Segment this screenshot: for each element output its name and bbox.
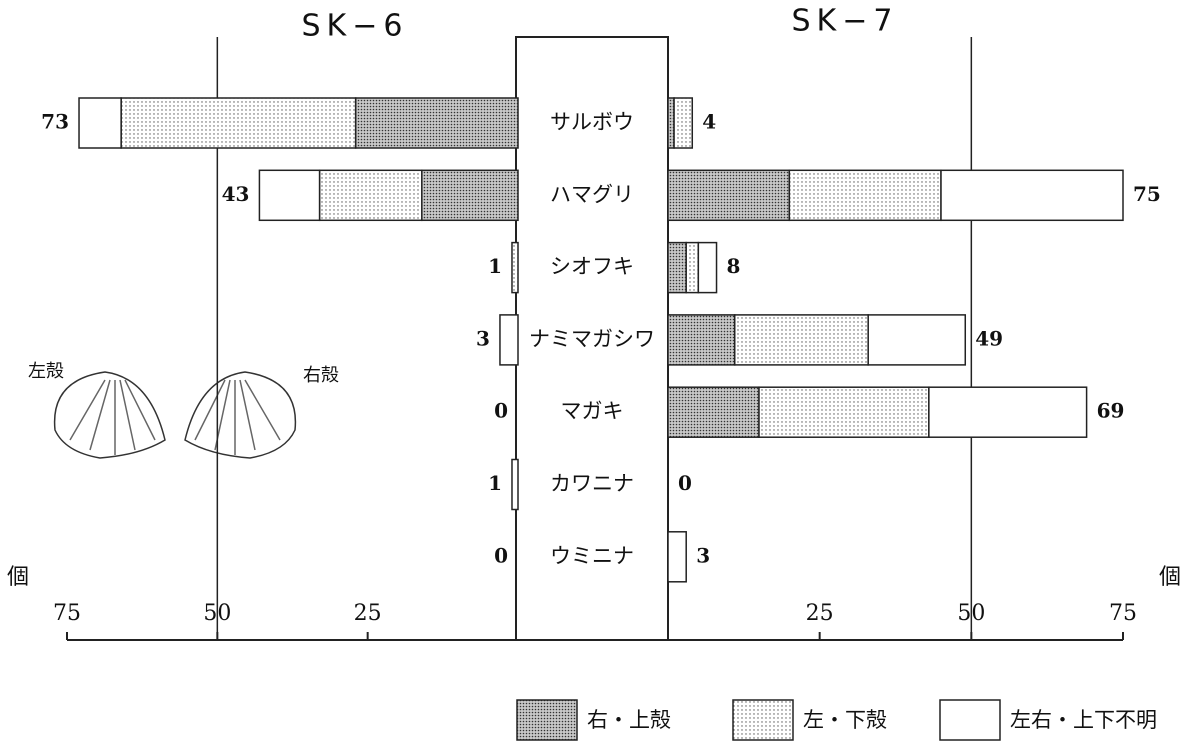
bar-segment	[667, 531, 687, 583]
x-tick-label: 75	[1109, 601, 1137, 626]
category-label: カワニナ	[550, 472, 634, 496]
total-label: 8	[727, 254, 741, 278]
total-label: 4	[702, 110, 716, 134]
shell-left	[53, 371, 166, 459]
legend-label: 右・上殻	[587, 708, 671, 732]
x-tick-label: 50	[203, 601, 231, 626]
total-label: 3	[476, 326, 490, 350]
legend-swatch	[732, 699, 794, 741]
bar-segment	[511, 241, 519, 294]
total-label: 69	[1097, 399, 1125, 423]
unit-label: 個	[7, 565, 29, 590]
bar-segment	[733, 314, 869, 366]
category-label: ナミマガシワ	[529, 327, 655, 351]
category-label: ウミニナ	[550, 544, 634, 568]
bar-segment	[258, 169, 321, 222]
category-label: サルボウ	[550, 110, 634, 134]
total-label: 0	[494, 543, 508, 567]
bar-segment	[667, 386, 760, 438]
total-label: 1	[488, 254, 502, 278]
bar-segment	[928, 386, 1088, 438]
legend-label: 左右・上下不明	[1010, 708, 1157, 732]
annotation: 左殻	[28, 361, 64, 382]
category-label: マガキ	[561, 399, 624, 423]
shell-right	[184, 371, 297, 459]
bar-segment	[788, 169, 942, 222]
x-tick-label: 75	[53, 601, 81, 626]
bar-segment	[940, 169, 1124, 222]
total-label: 73	[41, 110, 69, 134]
bar-segment	[511, 458, 519, 511]
legend-label: 左・下殻	[803, 708, 887, 732]
bar-segment	[667, 169, 791, 222]
category-box	[515, 36, 669, 641]
bar-segment	[867, 314, 967, 366]
legend-swatch	[939, 699, 1001, 741]
total-label: 3	[696, 543, 710, 567]
bar-segment	[697, 241, 718, 294]
total-label: 49	[975, 326, 1003, 350]
bar-segment	[318, 169, 423, 222]
category-label: ハマグリ	[550, 182, 634, 206]
bar-segment	[78, 97, 122, 149]
total-label: 1	[488, 471, 502, 495]
bar-segment	[421, 169, 519, 222]
total-label: 75	[1133, 182, 1161, 206]
x-tick-label: 25	[806, 601, 834, 626]
bar-segment	[667, 314, 736, 366]
bar-segment	[667, 97, 675, 149]
x-tick-label: 50	[957, 601, 985, 626]
total-label: 0	[678, 471, 692, 495]
bar-segment	[758, 386, 930, 438]
bar-segment	[354, 97, 519, 149]
unit-label: 個	[1159, 565, 1181, 590]
bar-segment	[667, 241, 687, 294]
panel-title: SK−7	[792, 4, 899, 39]
annotation: 右殻	[303, 365, 339, 386]
bar-segment	[673, 97, 694, 149]
legend-swatch	[516, 699, 578, 741]
bar-segment	[499, 314, 519, 366]
total-label: 0	[494, 399, 508, 423]
x-tick-label: 25	[354, 601, 382, 626]
total-label: 43	[222, 182, 250, 206]
panel-title: SK−6	[302, 9, 409, 44]
bar-segment	[120, 97, 357, 149]
category-label: シオフキ	[550, 255, 634, 279]
bar-segment	[685, 241, 700, 294]
